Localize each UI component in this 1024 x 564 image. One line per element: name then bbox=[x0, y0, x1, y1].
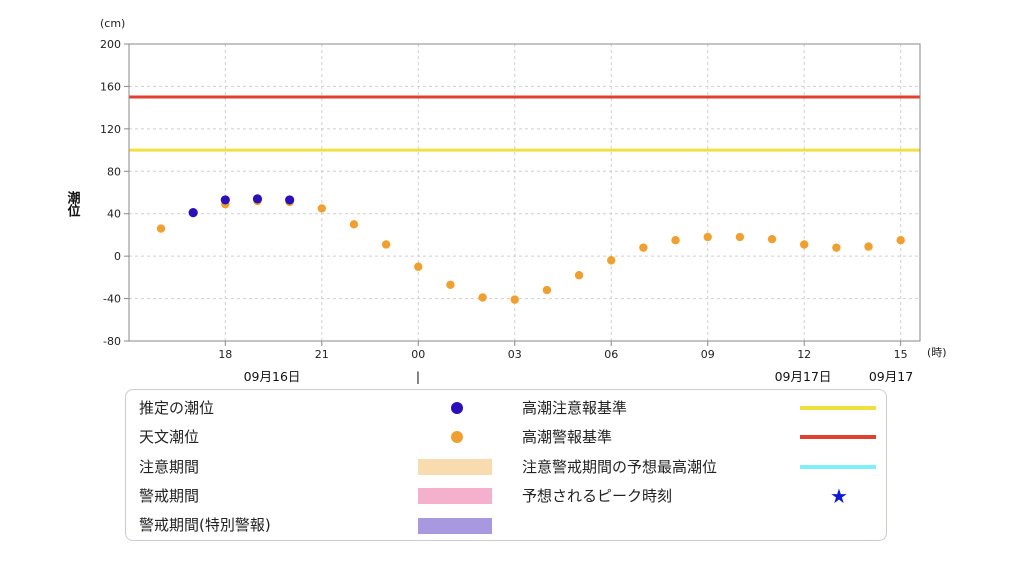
warning-period-swatch bbox=[418, 488, 492, 504]
caution-period-swatch bbox=[418, 459, 492, 475]
tide-chart: 200 160 120 80 40 0 -40 -80 18 21 00 03 06 09 12 15 09月1… bbox=[65, 17, 947, 384]
astronomical-tide-point bbox=[381, 240, 391, 249]
special-warning-period-swatch bbox=[418, 518, 492, 534]
x-tick-label: 06 bbox=[604, 348, 618, 361]
advisory-level-line-swatch bbox=[800, 406, 876, 410]
date-label: 09月16日 bbox=[244, 369, 301, 384]
estimated-tide-point bbox=[252, 194, 263, 204]
max-predicted-tide-line-swatch bbox=[800, 465, 876, 469]
y-tick-label: 200 bbox=[100, 38, 121, 51]
legend-label-special-warning-period: 警戒期間(特別警報) bbox=[139, 516, 271, 534]
astronomical-tide-point bbox=[896, 236, 905, 245]
y-tick-label: -40 bbox=[103, 293, 121, 306]
x-tick-label: 00 bbox=[411, 348, 425, 361]
date-label: 09月17日 bbox=[775, 369, 832, 384]
astronomical-tide-point bbox=[478, 293, 487, 302]
reference-lines bbox=[129, 95, 920, 152]
axis-labels: 200 160 120 80 40 0 -40 -80 18 21 00 03 06 09 12 15 09月1… bbox=[100, 38, 913, 384]
y-tick-label: 160 bbox=[100, 80, 121, 93]
astronomical-tide-point bbox=[703, 232, 712, 242]
y-tick-label: -80 bbox=[103, 335, 121, 348]
x-unit-label: (時) bbox=[927, 346, 947, 359]
legend-label-max-predicted-tide: 注意警戒期間の予想最高潮位 bbox=[522, 458, 718, 476]
warning-level-line-swatch bbox=[800, 435, 876, 439]
x-tick-label: 03 bbox=[508, 348, 522, 361]
legend-label-advisory-level: 高潮注意報基準 bbox=[522, 399, 628, 417]
astronomical-tide-point bbox=[574, 271, 584, 280]
legend-label-warning-period: 警戒期間 bbox=[139, 487, 200, 505]
legend-label-caution-period: 注意期間 bbox=[139, 458, 200, 476]
y-tick-label: 40 bbox=[107, 208, 121, 221]
x-tick-label: 12 bbox=[797, 348, 811, 361]
peak-time-star-icon: ★ bbox=[830, 484, 848, 508]
astronomical-tide-point bbox=[735, 232, 745, 242]
date-label: | bbox=[416, 369, 420, 384]
astronomical-tide-point bbox=[800, 240, 809, 249]
legend-label-estimated: 推定の潮位 bbox=[139, 399, 215, 417]
astronomical-tide-point bbox=[446, 280, 455, 289]
legend: 推定の潮位 天文潮位 注意期間 警戒期間 警戒期間(特別警報) 高潮注意報基準 … bbox=[125, 389, 887, 541]
date-label: 09月17 bbox=[869, 369, 913, 384]
y-unit-label: (cm) bbox=[100, 17, 125, 30]
astronomical-tide-point bbox=[510, 295, 519, 304]
astronomical-tide-point bbox=[317, 204, 326, 213]
estimated-tide-point bbox=[220, 195, 230, 205]
legend-label-peak-time: 予想されるピーク時刻 bbox=[522, 487, 673, 505]
estimated-tide-point bbox=[188, 208, 198, 218]
astronomical-tide-point bbox=[832, 243, 841, 252]
astronomical-tide-point bbox=[349, 220, 359, 229]
y-tick-label: 80 bbox=[107, 165, 121, 178]
y-axis-label: 潮位 bbox=[65, 190, 81, 218]
y-tick-label: 0 bbox=[114, 250, 121, 263]
astronomical-tide-point bbox=[414, 262, 423, 271]
x-tick-label: 09 bbox=[701, 348, 715, 361]
astronomical-tide-point bbox=[671, 236, 680, 245]
astronomical-tide-point bbox=[542, 285, 552, 295]
x-tick-label: 21 bbox=[315, 348, 329, 361]
x-tick-label: 15 bbox=[894, 348, 908, 361]
legend-label-warning-level: 高潮警報基準 bbox=[522, 428, 613, 446]
astronomical-tide-point bbox=[864, 242, 873, 251]
y-tick-label: 120 bbox=[100, 123, 121, 136]
astronomical-tide-point bbox=[156, 224, 166, 233]
x-tick-label: 18 bbox=[218, 348, 232, 361]
astronomical-tide-point bbox=[767, 234, 777, 244]
legend-label-astronomical: 天文潮位 bbox=[139, 428, 200, 446]
astronomical-tide-point bbox=[639, 243, 648, 252]
astronomical-tide-point bbox=[607, 256, 616, 265]
grid-layer bbox=[129, 44, 920, 341]
data-points bbox=[156, 194, 905, 304]
astronomical-tide-marker-icon bbox=[451, 431, 463, 443]
plot-frame bbox=[128, 43, 921, 342]
estimated-tide-marker-icon bbox=[451, 402, 463, 414]
estimated-tide-point bbox=[285, 195, 295, 205]
